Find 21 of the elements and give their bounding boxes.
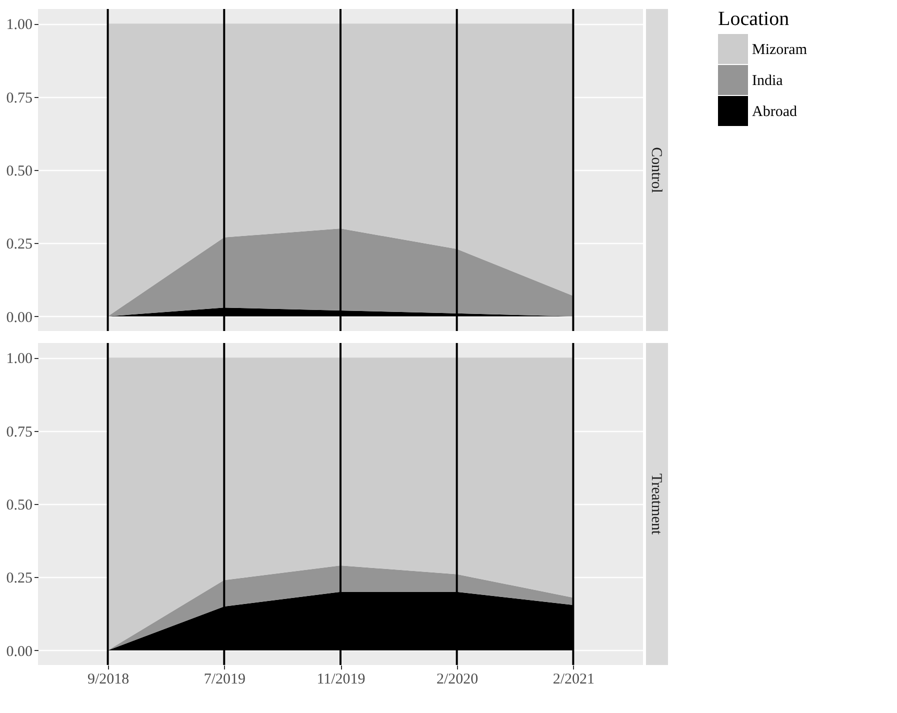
y-tick-label: 1.00 (6, 17, 32, 34)
x-tick-label: 2/2020 (436, 672, 478, 688)
text: Control (648, 147, 664, 193)
legend-title: Location (718, 8, 790, 30)
y-tick-label: 0.50 (6, 498, 32, 514)
y-tick-label: 0.00 (6, 644, 32, 660)
y-tick-label: 0.25 (6, 570, 32, 587)
x-tick-label: 7/2019 (204, 672, 246, 688)
x-tick-label: 9/2018 (87, 672, 130, 688)
y-tick-label: 0.25 (6, 236, 32, 253)
x-tick-label: 11/2019 (316, 672, 366, 688)
x-tick-label: 2/2021 (552, 672, 595, 688)
text: Treatment (648, 473, 664, 536)
legend-label: Mizoram (752, 42, 808, 58)
y-tick-label: 1.00 (6, 351, 32, 368)
y-tick-label: 0.50 (6, 164, 32, 180)
y-tick-label: 0.75 (6, 424, 32, 440)
y-tick-label: 0.75 (6, 90, 32, 106)
legend-label: India (752, 73, 784, 89)
legend-label: Abroad (752, 104, 798, 120)
y-tick-label: 0.00 (6, 310, 32, 326)
